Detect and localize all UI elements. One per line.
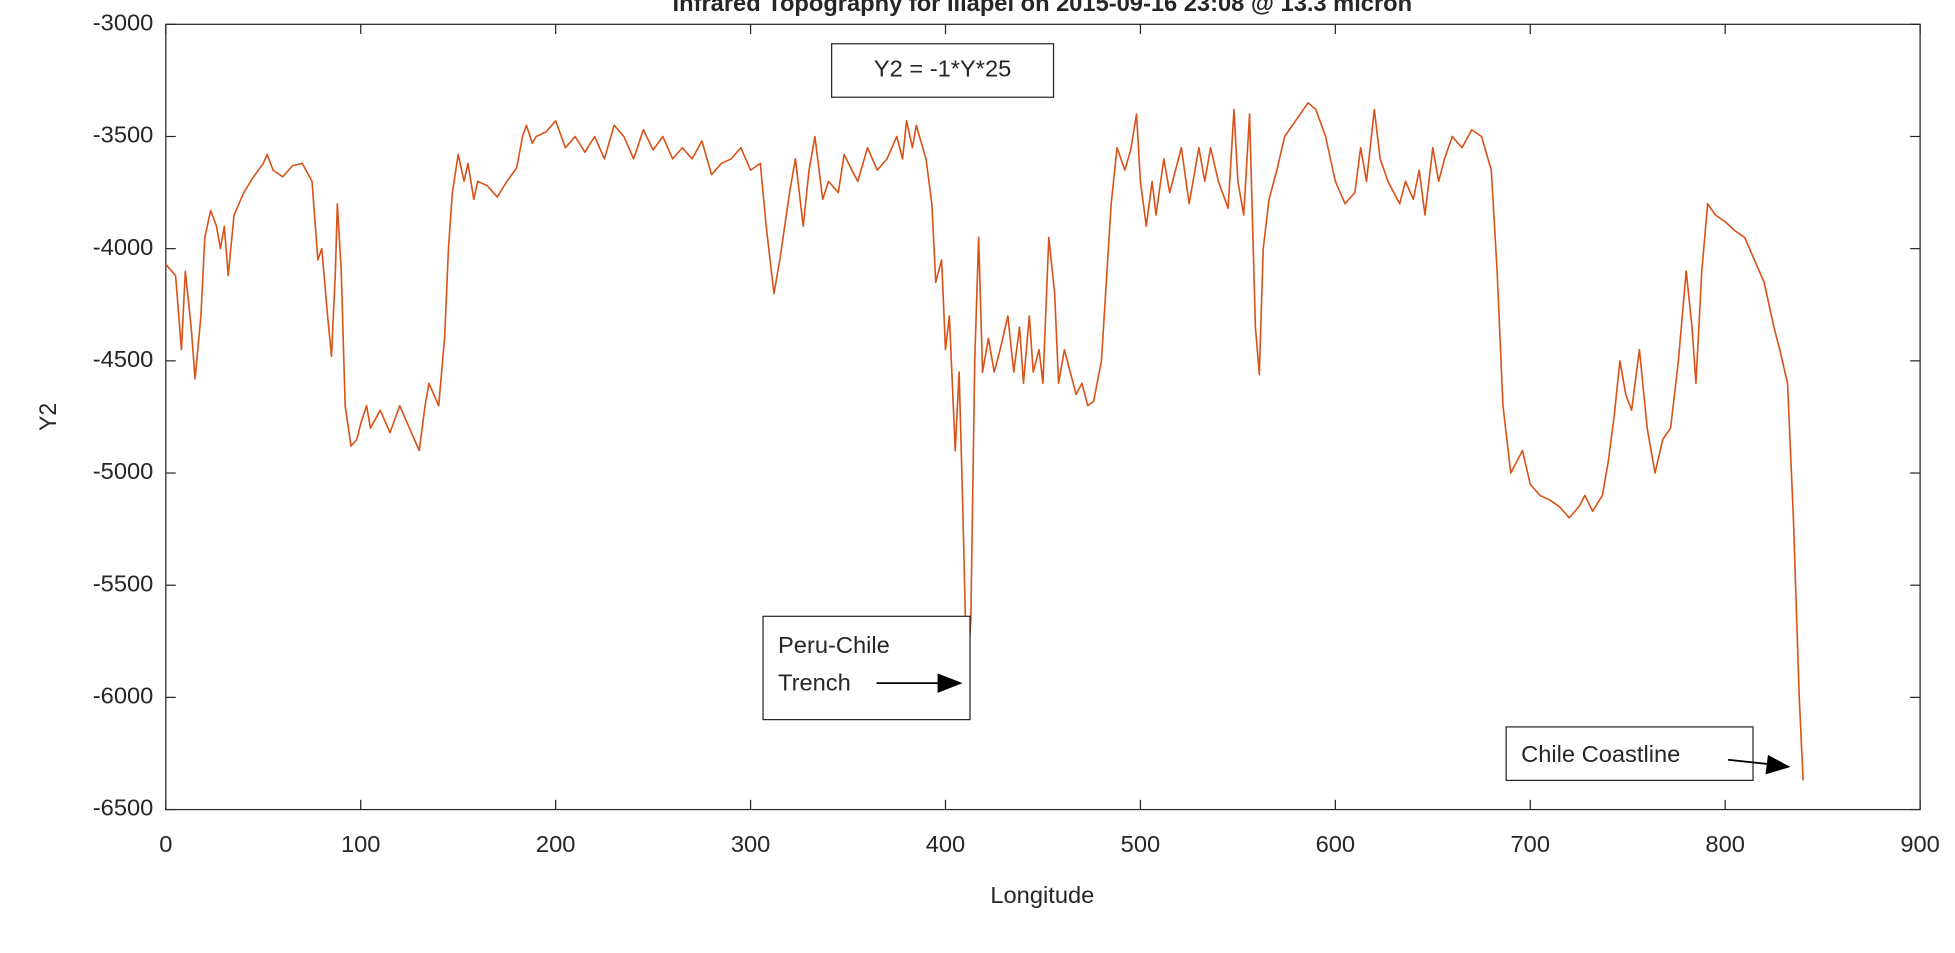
annotation: Peru-Chile Trench <box>762 615 971 721</box>
x-tick-label: 400 <box>926 831 966 857</box>
x-tick-label: 0 <box>159 831 172 857</box>
annotation-text: Peru-Chile <box>778 632 890 658</box>
y-tick-label: -6500 <box>93 795 154 821</box>
annotation: Chile Coastline <box>1505 726 1791 781</box>
annotation-text: Trench <box>778 670 851 696</box>
x-axis-label: Longitude <box>990 882 1094 908</box>
y-tick-label: -3500 <box>93 122 154 148</box>
x-tick-label: 100 <box>341 831 381 857</box>
x-tick-label: 800 <box>1705 831 1745 857</box>
plot-area: 0 100 200 300 400 500 600 700 800 900 -6500 -6000 -5… <box>93 10 1940 857</box>
x-tick-label: 700 <box>1510 831 1550 857</box>
y-tick-label: -4000 <box>93 234 154 260</box>
y-tick-label: -3000 <box>93 10 154 36</box>
chart-title: Infrared Topography for Illapel on 2015-… <box>673 0 1413 16</box>
y-tick-label: -4500 <box>93 346 154 372</box>
y-tick-label: -6000 <box>93 683 154 709</box>
annotation-box <box>830 43 1055 98</box>
arrow <box>1727 758 1774 766</box>
arrow-head <box>1765 754 1791 775</box>
annotation-text: Y2 = -1*Y*25 <box>874 56 1012 82</box>
x-tick-label: 900 <box>1900 831 1940 857</box>
annotation-text: Chile Coastline <box>1521 741 1680 767</box>
y-axis-label: Y2 <box>35 403 61 431</box>
arrow-head <box>937 673 963 693</box>
y-tick-label: -5500 <box>93 571 154 597</box>
annotation-box <box>1505 726 1754 781</box>
x-tick-label: 500 <box>1121 831 1161 857</box>
annotation-box <box>762 615 971 721</box>
annotation: Y2 = -1*Y*25 <box>830 43 1055 98</box>
x-tick-label: 200 <box>536 831 576 857</box>
axes-box <box>165 23 1921 811</box>
y-tick-label: -5000 <box>93 458 154 484</box>
x-tick-label: 300 <box>731 831 771 857</box>
data-line <box>165 102 1804 781</box>
x-tick-label: 600 <box>1316 831 1356 857</box>
